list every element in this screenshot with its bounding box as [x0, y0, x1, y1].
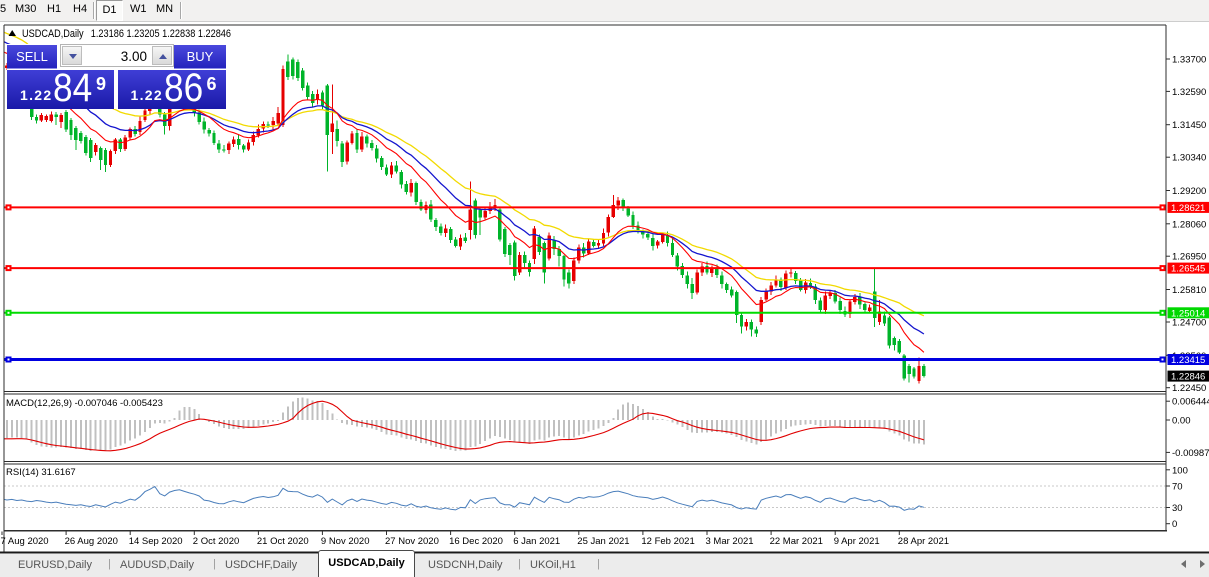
svg-text:21 Oct 2020: 21 Oct 2020	[257, 536, 309, 547]
svg-text:16 Dec 2020: 16 Dec 2020	[449, 536, 503, 547]
svg-text:1.31450: 1.31450	[1172, 120, 1206, 131]
svg-text:1.29200: 1.29200	[1172, 186, 1206, 197]
svg-text:12 Feb 2021: 12 Feb 2021	[641, 536, 694, 547]
svg-text:2 Oct 2020: 2 Oct 2020	[193, 536, 239, 547]
svg-text:1.32590: 1.32590	[1172, 87, 1206, 98]
svg-text:MACD(12,26,9) -0.007046 -0.005: MACD(12,26,9) -0.007046 -0.005423	[6, 398, 163, 409]
svg-text:30: 30	[1172, 503, 1183, 514]
svg-text:1.28060: 1.28060	[1172, 219, 1206, 230]
svg-text:27 Nov 2020: 27 Nov 2020	[385, 536, 439, 547]
svg-text:1.22450: 1.22450	[1172, 383, 1206, 394]
svg-text:28 Apr 2021: 28 Apr 2021	[898, 536, 949, 547]
svg-text:0.00: 0.00	[1172, 416, 1191, 427]
svg-text:14 Sep 2020: 14 Sep 2020	[129, 536, 183, 547]
svg-text:9 Nov 2020: 9 Nov 2020	[321, 536, 370, 547]
svg-text:1.23415: 1.23415	[1171, 355, 1205, 366]
svg-text:26 Aug 2020: 26 Aug 2020	[65, 536, 118, 547]
svg-text:1.28621: 1.28621	[1171, 203, 1205, 214]
svg-text:RSI(14) 31.6167: RSI(14) 31.6167	[6, 467, 76, 478]
svg-text:USDCAD,Daily 1.23186 1.23205: USDCAD,Daily 1.23186 1.23205 1.22838 1.2…	[22, 28, 231, 40]
svg-text:3 Mar 2021: 3 Mar 2021	[706, 536, 754, 547]
svg-text:1.25014: 1.25014	[1171, 308, 1205, 319]
svg-text:25 Jan 2021: 25 Jan 2021	[577, 536, 629, 547]
svg-text:1.26950: 1.26950	[1172, 252, 1206, 263]
svg-text:70: 70	[1172, 482, 1183, 493]
svg-text:1.22846: 1.22846	[1171, 372, 1205, 383]
svg-text:1.33700: 1.33700	[1172, 55, 1206, 66]
svg-text:22 Mar 2021: 22 Mar 2021	[770, 536, 823, 547]
svg-text:6 Jan 2021: 6 Jan 2021	[513, 536, 560, 547]
svg-text:1.26545: 1.26545	[1171, 264, 1205, 275]
svg-text:100: 100	[1172, 465, 1188, 476]
svg-text:0: 0	[1172, 519, 1177, 530]
svg-text:1.25810: 1.25810	[1172, 285, 1206, 296]
svg-text:7 Aug 2020: 7 Aug 2020	[1, 536, 49, 547]
svg-text:0.006444: 0.006444	[1172, 397, 1209, 408]
svg-text:9 Apr 2021: 9 Apr 2021	[834, 536, 880, 547]
svg-text:1.30340: 1.30340	[1172, 153, 1206, 164]
svg-text:1.24700: 1.24700	[1172, 318, 1206, 329]
